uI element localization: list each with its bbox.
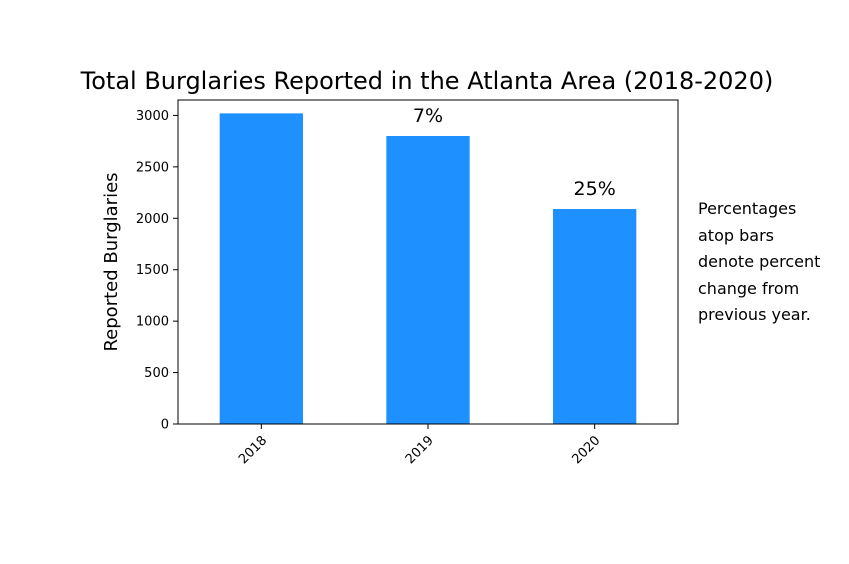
- bar-label-2020: 25%: [574, 178, 616, 200]
- x-tick-label-2020: 2020: [569, 433, 603, 467]
- bar-2018: [219, 113, 303, 424]
- y-tick-label-2000: 2000: [136, 212, 169, 227]
- bar-2020: [553, 209, 637, 424]
- y-tick-label-2500: 2500: [136, 160, 169, 175]
- y-tick-label-1000: 1000: [136, 315, 169, 330]
- percentage-note: Percentages atop bars denote percent cha…: [698, 199, 821, 324]
- bars-layer: 7% 25%: [219, 105, 637, 424]
- plot-frame: [177, 99, 679, 425]
- chart-title: Total Burglaries Reported in the Atlanta…: [80, 67, 774, 95]
- y-tick-label-0: 0: [161, 418, 169, 433]
- bar-2019: [386, 136, 470, 424]
- x-tick-label-2018: 2018: [236, 433, 270, 467]
- y-tick-label-1500: 1500: [136, 263, 169, 278]
- y-tick-label-500: 500: [144, 366, 169, 381]
- y-tick-label-3000: 3000: [136, 109, 169, 124]
- x-tick-label-2019: 2019: [403, 433, 437, 467]
- bar-label-2019: 7%: [413, 105, 443, 127]
- y-axis-label: Reported Burglaries: [101, 172, 122, 351]
